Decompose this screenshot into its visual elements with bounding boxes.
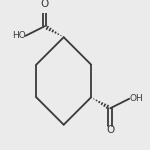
Text: O: O xyxy=(106,125,114,135)
Text: HO: HO xyxy=(12,31,26,40)
Text: O: O xyxy=(40,0,49,9)
Text: OH: OH xyxy=(129,94,143,103)
